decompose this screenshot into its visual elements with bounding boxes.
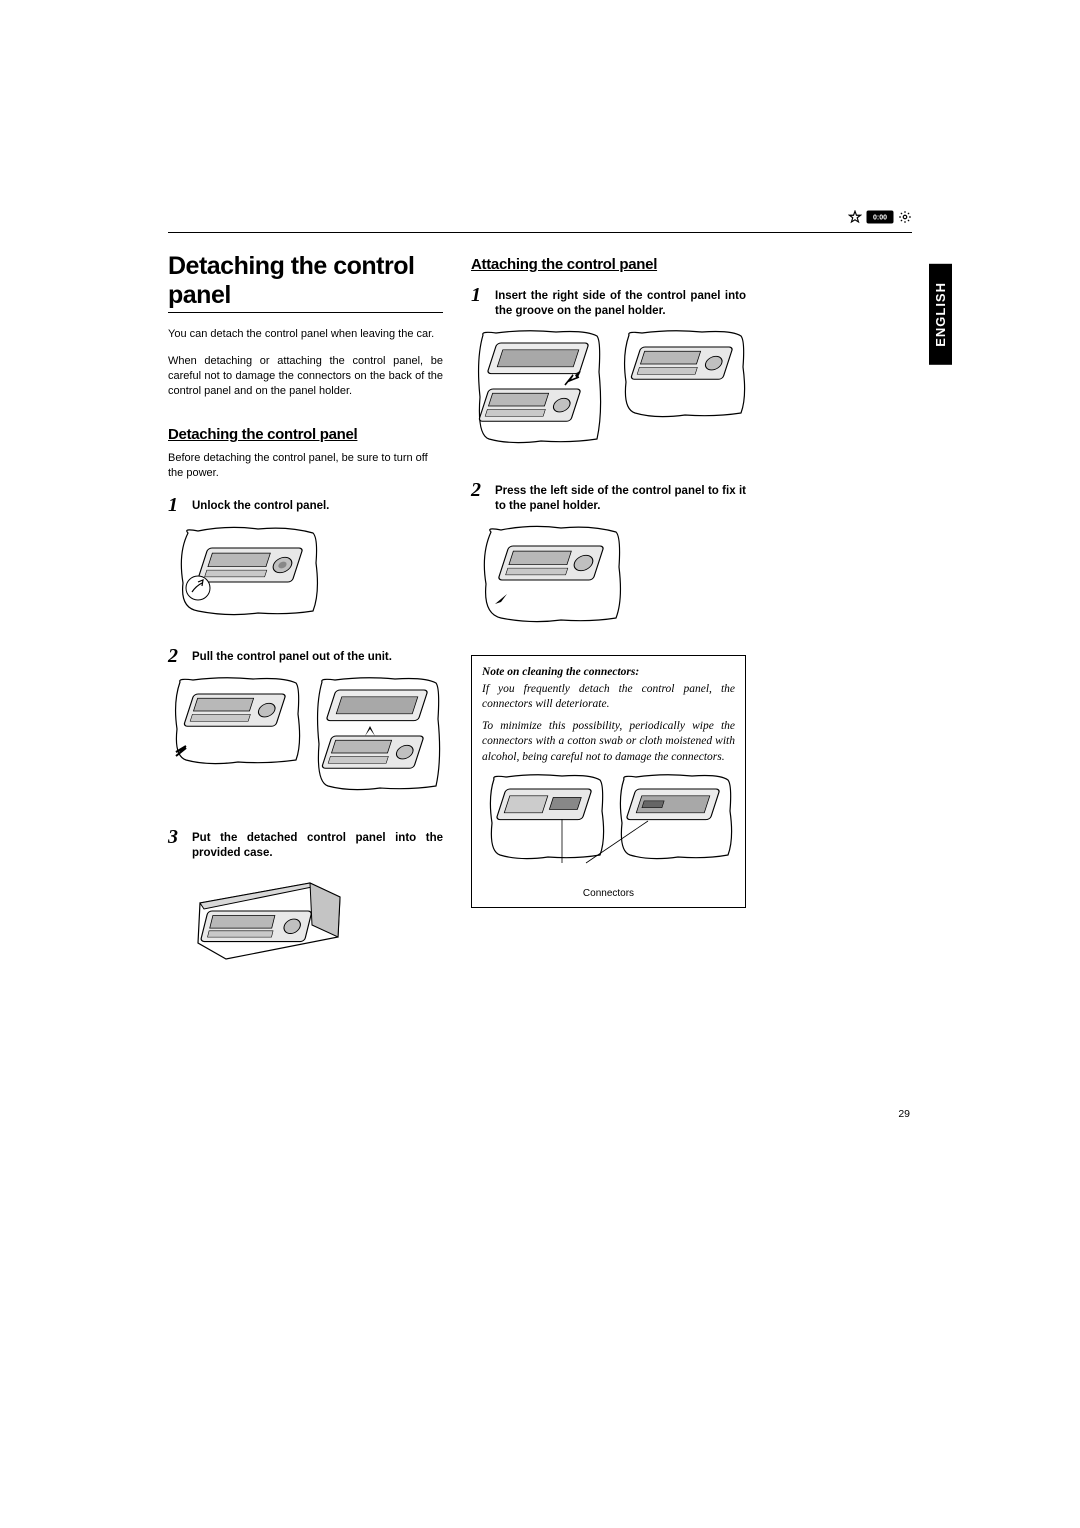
intro-paragraph-1: You can detach the control panel when le… [168,327,443,342]
figure-case [168,869,443,984]
figure-press-left [471,522,746,637]
step-text: Unlock the control panel. [192,495,329,514]
page-number: 29 [898,1108,910,1120]
detach-step-3: 3 Put the detached control panel into th… [168,827,443,861]
step-number: 1 [471,285,485,305]
step-text: Put the detached control panel into the … [192,827,443,861]
figure-pull-out [168,674,443,809]
figure-insert-right [471,327,746,462]
detach-step-1: 1 Unlock the control panel. [168,495,443,515]
header-icon-row: 0:00 [848,210,912,229]
two-column-layout: Detaching the control panel You can deta… [168,252,912,1002]
title-rule [168,312,443,313]
note-title: Note on cleaning the connectors: [482,666,735,678]
step-number: 3 [168,827,182,847]
step-number: 1 [168,495,182,515]
detaching-subheading: Detaching the control panel [168,426,443,443]
right-column: Attaching the control panel 1 Insert the… [471,252,746,1002]
main-title: Detaching the control panel [168,252,443,310]
left-column: Detaching the control panel You can deta… [168,252,443,1002]
intro-paragraph-2: When detaching or attaching the control … [168,354,443,399]
connectors-label: Connectors [482,888,735,899]
step-text: Press the left side of the control panel… [495,480,746,514]
figure-connectors: Connectors [482,771,735,899]
attach-step-1: 1 Insert the right side of the control p… [471,285,746,319]
note-box: Note on cleaning the connectors: If you … [471,655,746,909]
attach-step-2: 2 Press the left side of the control pan… [471,480,746,514]
figure-unlock [168,523,443,628]
step-number: 2 [168,646,182,666]
gear-icon [898,210,912,229]
step-text: Insert the right side of the control pan… [495,285,746,319]
display-badge-icon: 0:00 [866,210,894,229]
step-number: 2 [471,480,485,500]
note-paragraph-2: To minimize this possibility, periodical… [482,719,735,766]
detaching-intro: Before detaching the control panel, be s… [168,451,443,481]
detach-step-2: 2 Pull the control panel out of the unit… [168,646,443,666]
step-text: Pull the control panel out of the unit. [192,646,392,665]
language-tab: ENGLISH [929,264,952,365]
svg-text:0:00: 0:00 [873,215,887,222]
star-outline-icon [848,210,862,229]
header-rule [168,232,912,233]
note-paragraph-1: If you frequently detach the control pan… [482,682,735,713]
attaching-subheading: Attaching the control panel [471,256,746,273]
